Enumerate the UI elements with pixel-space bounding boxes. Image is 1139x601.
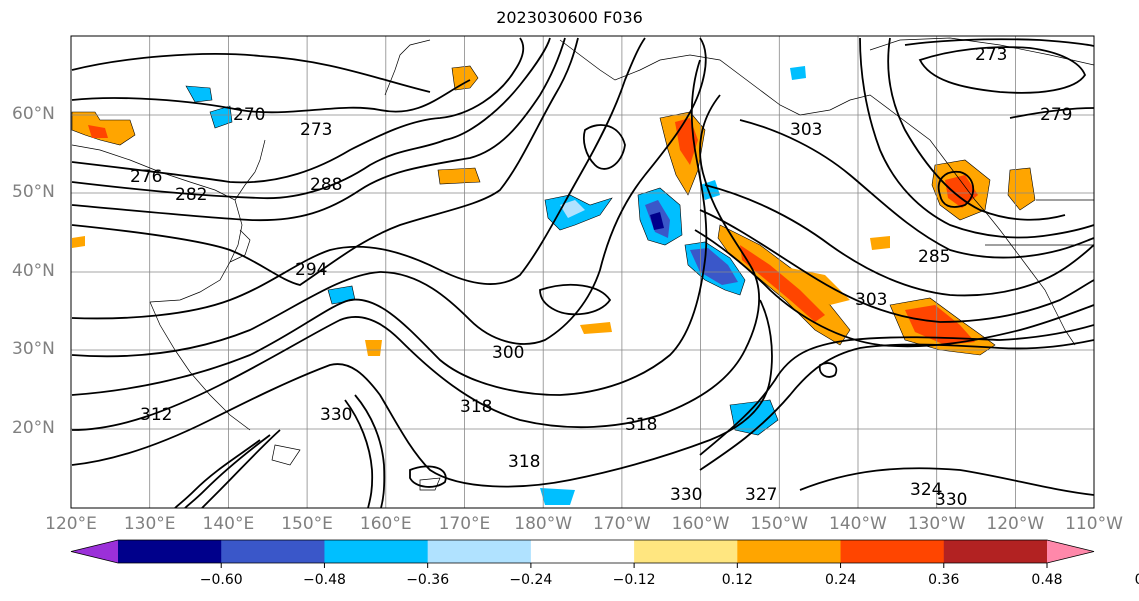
contour-label: 288 xyxy=(310,175,342,195)
contour-label: 276 xyxy=(130,167,162,187)
contour-label: 294 xyxy=(295,260,327,280)
plot-frame xyxy=(70,35,1095,509)
latitude-label: 50°N xyxy=(12,182,55,202)
colorbar-min-extension xyxy=(71,540,118,563)
colorbar-tick-label: −0.48 xyxy=(302,572,346,588)
contour-label: 327 xyxy=(745,485,777,505)
longitude-label: 170°E xyxy=(438,514,491,534)
colorbar-tick-label: −0.24 xyxy=(509,572,553,588)
contour-label: 270 xyxy=(233,105,265,125)
graticule xyxy=(71,36,1094,508)
colorbar xyxy=(70,539,1095,568)
latitude-label: 30°N xyxy=(12,339,55,359)
colorbar-tick-label: 0.36 xyxy=(928,572,960,588)
contour-label: 312 xyxy=(140,405,172,425)
contour-label: 330 xyxy=(670,485,702,505)
colorbar-tick-label: 0.24 xyxy=(824,572,857,588)
colorbar-segment xyxy=(737,540,842,563)
longitude-label: 140°W xyxy=(829,514,887,534)
longitude-label: 150°E xyxy=(281,514,333,534)
contour-label: 324 xyxy=(910,480,942,500)
longitude-label: 140°E xyxy=(202,514,255,534)
longitude-label: 160°W xyxy=(671,514,730,534)
contour-label: 273 xyxy=(975,45,1007,65)
colorbar-segment xyxy=(530,540,635,563)
colorbar-tick-label: −0.60 xyxy=(199,572,243,588)
contour-label-group: 270 273 276 282 288 294 300 318 318 318 … xyxy=(130,45,1072,510)
latitude-label: 60°N xyxy=(12,104,55,124)
contour-label: 318 xyxy=(625,415,657,435)
contour-label: 282 xyxy=(175,185,207,205)
longitude-label: 170°W xyxy=(592,514,651,534)
colorbar-tick-label: 0.48 xyxy=(1031,572,1063,588)
contour-label: 273 xyxy=(300,120,332,140)
colorbar-segment xyxy=(324,540,429,563)
contour-label: 318 xyxy=(460,397,492,417)
latitude-label: 40°N xyxy=(12,261,55,281)
contour-label: 303 xyxy=(790,120,822,140)
colorbar-segment xyxy=(943,540,1048,563)
latitude-label: 20°N xyxy=(12,418,55,438)
longitude-label: 150°W xyxy=(750,514,809,534)
height-contours xyxy=(71,37,1094,508)
longitude-label: 130°W xyxy=(907,514,966,534)
contour-label: 279 xyxy=(1040,105,1072,125)
colorbar-tick-label: −0.12 xyxy=(612,572,656,588)
colorbar-segment xyxy=(427,540,532,563)
colorbar-outline xyxy=(70,539,1095,564)
colorbar-segment xyxy=(221,540,325,563)
colorbar-tick-label: 0.12 xyxy=(721,572,753,588)
contour-label: 330 xyxy=(320,405,352,425)
colorbar-segment xyxy=(634,540,738,563)
longitude-label: 180°W xyxy=(514,514,573,534)
colorbar-segment xyxy=(118,540,222,563)
contour-label: 303 xyxy=(855,290,887,310)
longitude-label: 110°W xyxy=(1065,514,1123,534)
contour-label: 285 xyxy=(918,247,950,267)
colorbar-segment xyxy=(840,540,945,563)
longitude-label: 160°E xyxy=(359,514,412,534)
map-title: 2023030600 F036 xyxy=(496,8,643,27)
contour-label: 330 xyxy=(935,490,967,510)
contour-label: 318 xyxy=(508,452,540,472)
longitude-label: 120°W xyxy=(986,514,1045,534)
longitude-label: 130°E xyxy=(123,514,176,534)
longitude-label: 120°E xyxy=(45,514,97,534)
colorbar-tick-label: 0.60 xyxy=(1135,572,1139,588)
contour-label: 300 xyxy=(492,343,524,363)
colorbar-tick-label: −0.36 xyxy=(406,572,450,588)
colorbar-max-extension xyxy=(1047,540,1094,563)
